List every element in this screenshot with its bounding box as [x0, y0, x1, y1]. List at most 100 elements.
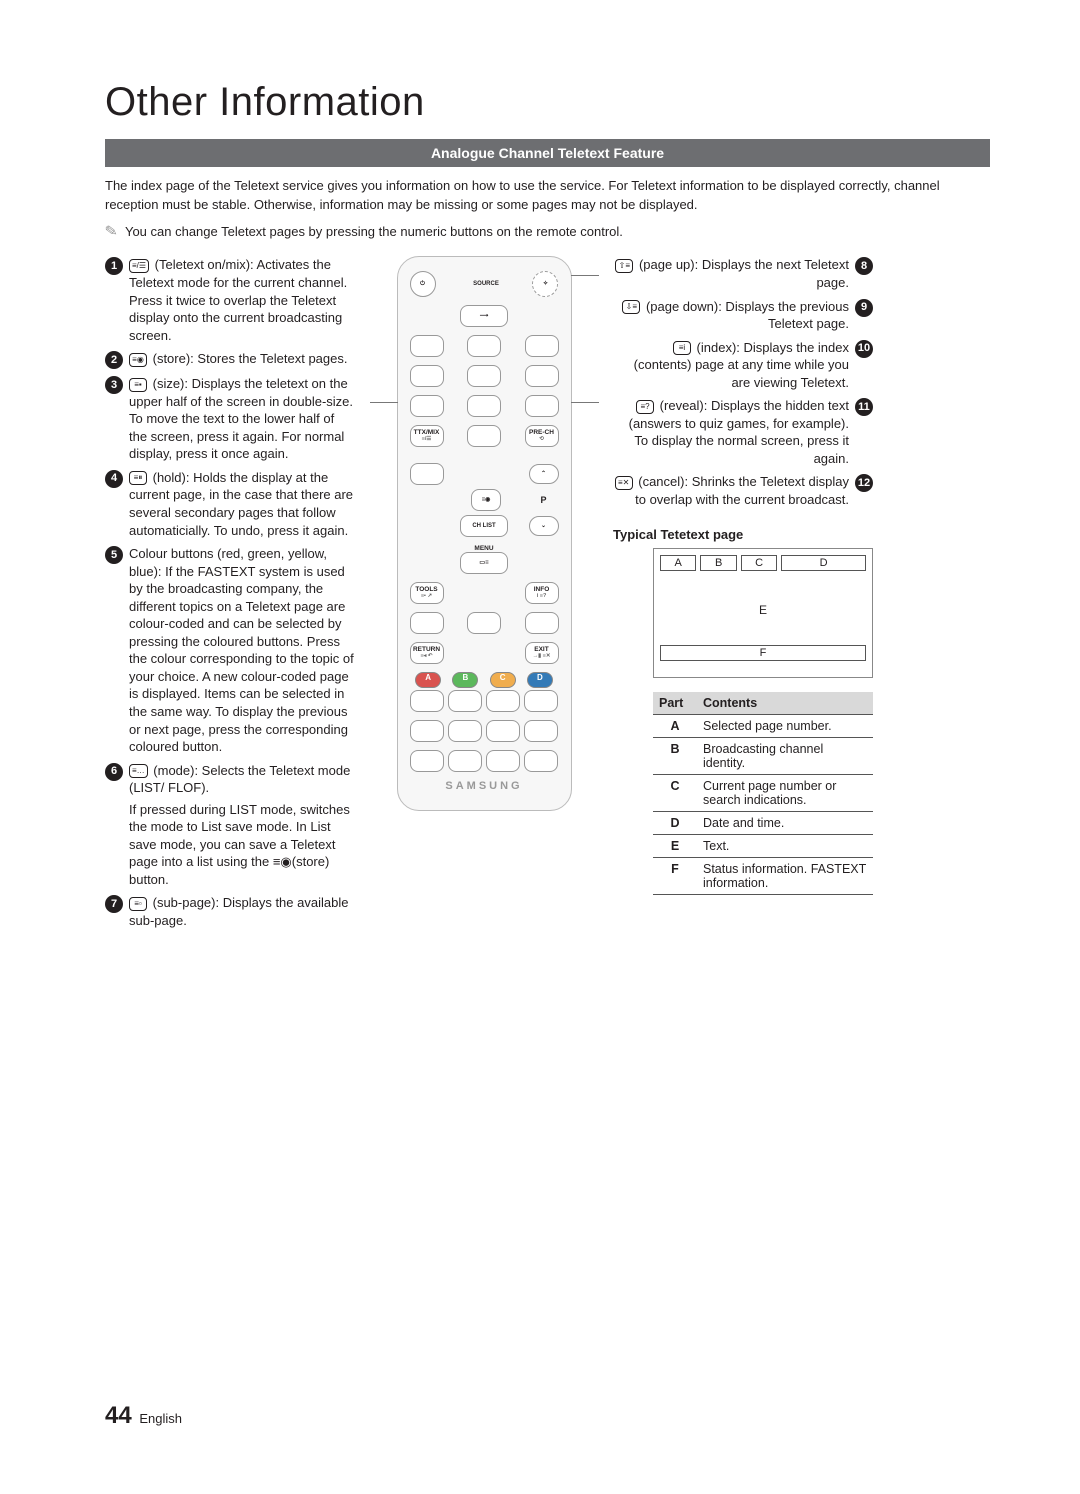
- numbered-item: 5 Colour buttons (red, green, yellow, blu…: [105, 545, 355, 756]
- page-language: English: [139, 1411, 182, 1426]
- table-row: FStatus information. FASTEXT information…: [653, 857, 873, 894]
- nav-button: [467, 612, 501, 634]
- media-button: [410, 750, 444, 772]
- teletext-feature-icon: ≡i: [673, 341, 691, 355]
- item-text: Colour buttons (red, green, yellow, blue…: [129, 545, 355, 756]
- table-row: BBroadcasting channel identity.: [653, 737, 873, 774]
- table-head-part: Part: [653, 692, 697, 715]
- page-title: Other Information: [105, 80, 990, 125]
- ch-down-button: ⌄: [529, 516, 559, 536]
- item-text: ≡▪ (size): Displays the teletext on the …: [129, 375, 355, 463]
- item-text: ≡◉ (store): Stores the Teletext pages.: [129, 350, 355, 368]
- teletext-feature-icon: ≡◉: [129, 353, 147, 367]
- numbered-item: 11≡? (reveal): Displays the hidden text …: [613, 397, 873, 467]
- item-number: 12: [855, 474, 873, 492]
- item-text: ≡⏸ (hold): Holds the display at the curr…: [129, 469, 355, 539]
- num-button: [525, 335, 559, 357]
- num-button: [467, 335, 501, 357]
- table-row: EText.: [653, 834, 873, 857]
- numbered-item: 1 ≡/☰ (Teletext on/mix): Activates the Te…: [105, 256, 355, 344]
- table-row: ASelected page number.: [653, 714, 873, 737]
- teletext-feature-icon: ≡/☰: [129, 259, 149, 273]
- item-number: 4: [105, 470, 123, 488]
- item-text: ≡i (index): Displays the index (contents…: [613, 339, 849, 392]
- teletext-feature-icon: ≡▪: [129, 378, 147, 392]
- item-text: ≡/☰ (Teletext on/mix): Activates the Tel…: [129, 256, 355, 344]
- nav-button: [525, 612, 559, 634]
- num-button: [467, 395, 501, 417]
- media-button: [486, 720, 520, 742]
- section-header: Analogue Channel Teletext Feature: [105, 139, 990, 167]
- parts-table: Part Contents ASelected page number.BBro…: [653, 692, 873, 895]
- ch-list-button: CH LIST: [460, 515, 508, 537]
- mute-button: ≡◉: [471, 489, 501, 511]
- num-button: [525, 395, 559, 417]
- source-label: SOURCE: [473, 281, 499, 287]
- table-cell-contents: Text.: [697, 834, 873, 857]
- table-cell-part: D: [653, 811, 697, 834]
- num-button: [410, 365, 444, 387]
- table-row: CCurrent page number or search indicatio…: [653, 774, 873, 811]
- info-button: INFOi ≡?: [525, 582, 559, 604]
- table-head-contents: Contents: [697, 692, 873, 715]
- num-button: [467, 425, 501, 447]
- item-number: 5: [105, 546, 123, 564]
- item-text: ≡▫ (sub-page): Displays the available su…: [129, 894, 355, 929]
- media-button: [524, 720, 558, 742]
- tt-part-d: D: [781, 555, 866, 571]
- tools-button: TOOLS≡▪ ↗: [410, 582, 444, 604]
- page-number-value: 44: [105, 1402, 132, 1429]
- return-button: RETURN≡◂ ↶: [410, 642, 444, 664]
- menu-label: MENU: [460, 545, 508, 552]
- teletext-feature-icon: ≡▫: [129, 897, 147, 911]
- table-cell-contents: Selected page number.: [697, 714, 873, 737]
- tt-part-e: E: [660, 575, 866, 645]
- item-number: 3: [105, 376, 123, 394]
- table-cell-part: C: [653, 774, 697, 811]
- p-label: P: [529, 495, 559, 505]
- item-number: 9: [855, 299, 873, 317]
- tt-part-c: C: [741, 555, 777, 571]
- numbered-item: 9⇩≡ (page down): Displays the previous T…: [613, 298, 873, 333]
- ch-up-button: ⌃: [529, 464, 559, 484]
- media-button: [486, 750, 520, 772]
- vol-button: [410, 463, 444, 485]
- intro-text: The index page of the Teletext service g…: [105, 177, 990, 215]
- table-cell-contents: Current page number or search indication…: [697, 774, 873, 811]
- page-number: 44 English: [105, 1402, 182, 1430]
- item-number: 2: [105, 351, 123, 369]
- num-button: [410, 395, 444, 417]
- media-button: [448, 720, 482, 742]
- note-icon: ✎: [104, 220, 119, 243]
- remote-control-diagram: ⏻ SOURCE ✧ ⟶ TTX/MIX≡/☰ PRE-CH⟲ ⌃: [397, 256, 572, 811]
- exit-button: EXIT→▮ ≡✕: [525, 642, 559, 664]
- power-button: ⏻: [410, 271, 436, 297]
- media-button: [486, 690, 520, 712]
- table-row: DDate and time.: [653, 811, 873, 834]
- table-cell-contents: Date and time.: [697, 811, 873, 834]
- tt-part-b: B: [700, 555, 736, 571]
- item-number: 7: [105, 895, 123, 913]
- teletext-diagram-heading: Typical Tetetext page: [613, 527, 873, 542]
- teletext-feature-icon: ≡?: [636, 400, 654, 414]
- item-text: ≡… (mode): Selects the Teletext mode (LI…: [129, 762, 355, 889]
- item-number: 6: [105, 763, 123, 781]
- table-cell-part: A: [653, 714, 697, 737]
- numbered-item: 6 ≡… (mode): Selects the Teletext mode (L…: [105, 762, 355, 889]
- note-text: ✎ You can change Teletext pages by press…: [105, 221, 990, 243]
- right-column: 8⇧≡ (page up): Displays the next Teletex…: [613, 256, 873, 894]
- tt-part-a: A: [660, 555, 696, 571]
- nav-button: [410, 612, 444, 634]
- teletext-page-diagram: A B C D E F: [653, 548, 873, 678]
- item-number: 1: [105, 257, 123, 275]
- table-cell-part: E: [653, 834, 697, 857]
- numbered-item: 3 ≡▪ (size): Displays the teletext on the…: [105, 375, 355, 463]
- pre-ch-button: PRE-CH⟲: [525, 425, 559, 447]
- table-cell-part: B: [653, 737, 697, 774]
- media-button: [448, 750, 482, 772]
- numbered-item: 8⇧≡ (page up): Displays the next Teletex…: [613, 256, 873, 291]
- numbered-item: 2 ≡◉ (store): Stores the Teletext pages.: [105, 350, 355, 369]
- media-button: [410, 720, 444, 742]
- numbered-item: 10≡i (index): Displays the index (conten…: [613, 339, 873, 392]
- table-cell-contents: Broadcasting channel identity.: [697, 737, 873, 774]
